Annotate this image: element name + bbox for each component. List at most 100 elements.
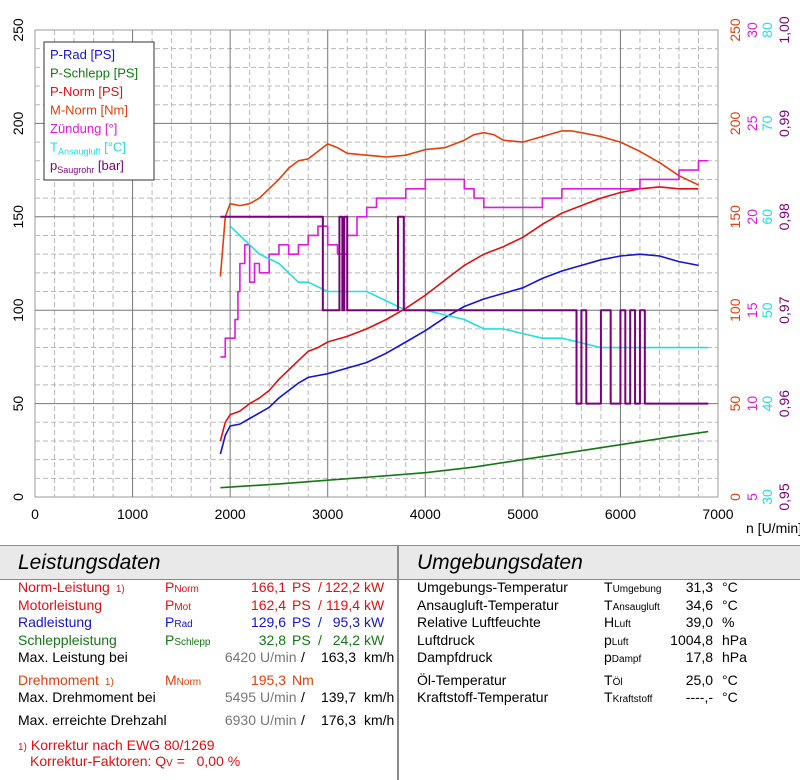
x-tick-label: 7000 [702,506,733,522]
max-leistung-row-rpm: 6420 [224,649,256,665]
leistung-value-ps: 166,1 [250,579,286,595]
legend-entry: TAnsaugluft [°C] [50,140,126,157]
series-line-p_norm [219,186,699,442]
legend-entry: Zündung [°] [50,121,117,136]
right-axis-tick-right_bar: 0,97 [776,296,792,323]
right-axis-tick-right_deg: 20 [744,209,760,225]
right-axis-tick-right_deg: 30 [744,22,760,38]
leistung-value-kw: 119,4 [326,597,360,613]
umgebung-symbol-sub: Kraftstoff [612,694,653,705]
right-axis-tick-right_deg: 5 [744,493,760,501]
umgebung-symbol-sub: Luft [611,637,629,648]
footnote-text: Korrektur nach EWG 80/1269 [30,737,215,753]
footnote-faktoren: Korrektur-Faktoren: QV = 0,00 % [30,753,240,769]
umgebung-label: Dampfdruck [417,649,493,665]
leistung-value-ps: 32,8 [258,632,286,648]
right-axis-tick-right_nm: 0 [727,493,743,501]
legend-entry-part: P-Schlepp [PS] [50,66,138,81]
drehmoment-symbol-sub: Norm [176,677,202,688]
umgebung-value: 17,8 [685,649,713,665]
footnote-mark: 1) [18,742,27,753]
right-axis-tick-right_c: 70 [759,115,775,131]
umgebung-label: Öl-Temperatur [417,672,507,688]
umgebung-unit: °C [722,579,738,595]
max-leistung-row-speed: 163,3 [320,649,356,665]
leistung-label: Norm-Leistung 1) [18,579,125,595]
leistung-unit-ps: PS [292,632,311,648]
right-axis-tick-right_deg: 25 [744,115,760,131]
legend-entry-part: T [50,140,58,155]
umgebung-unit: hPa [722,649,747,665]
umgebung-symbol-sub: Luft [614,619,631,630]
umgebung-value: 39,0 [685,614,713,630]
right-axis-tick-right_bar: 0,96 [776,390,792,417]
leistung-row: Motorleistung PMot 162,4 PS /119,4 kW [0,597,397,615]
right-axis-tick-right_deg: 15 [744,302,760,318]
left-axis-tick: 250 [10,18,26,42]
right-axis-tick-right_nm: 250 [727,18,743,42]
umgebung-value: 34,6 [685,597,713,613]
leistung-sep: / [318,579,322,595]
umgebung-row: Luftdruck pLuft 1004,8 hPa [399,632,800,650]
drehmoment-value: 195,3 [250,672,286,688]
leistung-value-ps: 129,6 [250,614,286,630]
footnote-mark: 1) [115,584,125,595]
right-axis-tick-right_bar: 0,95 [776,483,792,510]
leistung-symbol-sub: Schlepp [174,637,211,648]
right-axis-tick-right_c: 50 [759,302,775,318]
legend-entry-part: [bar] [94,158,124,173]
series-line-t_ansaug [229,225,709,349]
max-drehzahl-row-rpm-unit: U/min [260,712,297,728]
leistung-unit-ps: PS [292,579,311,595]
leistung-unit-kw: kW [364,614,385,630]
umgebung-unit: % [722,614,735,630]
leistung-unit-kw: kW [364,579,385,595]
right-axis-tick-right_c: 40 [759,396,775,412]
right-axis-tick-right_nm: 50 [727,396,743,412]
footnote-korrektur: 1) Korrektur nach EWG 80/1269 [18,737,215,753]
leistung-sep: / [318,614,322,630]
legend-entry: pSaugrohr [bar] [50,158,124,175]
leistung-symbol: PMot [165,597,192,613]
leistung-unit-ps: PS [292,597,311,613]
leistung-symbol: PNorm [165,579,199,595]
umgebung-row: Umgebungs-Temperatur TUmgebung 31,3 °C [399,579,800,597]
leistung-value-ps: 162,4 [250,597,286,613]
legend-entry: M-Norm [Nm] [50,103,128,118]
umgebung-label: Kraftstoff-Temperatur [417,689,549,705]
umgebung-value: 31,3 [685,579,713,595]
leistung-symbol-sub: Rad [174,619,193,630]
max-leistung-row: Max. Leistung bei 6420 U/min/ 163,3 km/h [0,649,397,667]
x-tick-label: 2000 [215,506,246,522]
max-leistung-row-rpm-unit: U/min [260,649,297,665]
faktoren-value: = 0,00 % [172,753,241,769]
drehmoment-unit: Nm [292,672,314,688]
leistungsdaten-heading: Leistungsdaten [0,545,397,580]
legend-entry-part: p [50,158,57,173]
umgebung-symbol-sub: Ansaugluft [612,602,660,613]
umgebung-unit: °C [722,597,738,613]
umgebung-row: Kraftstoff-Temperatur TKraftstoff ----,- °C [399,689,800,707]
max-leistung-row-label: Max. Leistung bei [18,649,128,665]
leistung-value-kw: 122,2 [324,579,360,595]
legend-box [43,41,155,181]
umgebung-symbol: HLuft [604,614,631,630]
legend-entry: P-Norm [PS] [50,84,123,99]
umgebung-symbol: TKraftstoff [604,689,653,705]
leistung-label: Schleppleistung [18,632,117,648]
umgebung-symbol: pLuft [604,632,629,648]
right-axis-tick-right_bar: 1,00 [776,16,792,43]
leistung-sep: / [318,632,322,648]
umgebung-label: Umgebungs-Temperatur [417,579,568,595]
right-axis-tick-right_c: 80 [759,22,775,38]
right-axis-tick-right_c: 60 [759,209,775,225]
right-axis-tick-right_nm: 100 [727,298,743,322]
umgebungsdaten-panel: Umgebungsdaten [399,545,800,780]
series-line-p_saug [220,215,709,405]
umgebung-symbol-sub: Dampf [611,654,642,665]
drehmoment-label: Drehmoment 1) [18,672,114,688]
leistung-row: Radleistung PRad 129,6 PS / 95,3 kW [0,614,397,632]
umgebung-label: Ansaugluft-Temperatur [417,597,559,613]
legend-entry-part: M-Norm [Nm] [50,103,128,118]
panel-divider [397,545,399,780]
